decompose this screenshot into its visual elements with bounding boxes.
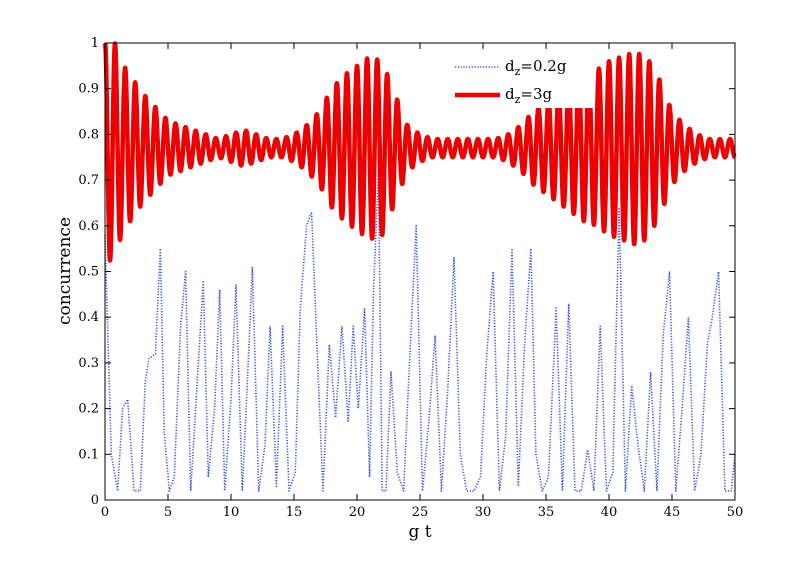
y-tick-label: 0.9 — [78, 82, 99, 97]
x-axis-label: g t — [408, 522, 431, 542]
y-tick-label: 1 — [91, 36, 99, 51]
y-tick-label: 0.5 — [78, 265, 99, 280]
y-tick-label: 0 — [91, 493, 99, 508]
x-tick-label: 25 — [412, 505, 429, 520]
y-tick-label: 0.2 — [78, 402, 99, 417]
y-tick-label: 0.8 — [78, 127, 99, 142]
y-axis-label: concurrence — [55, 217, 75, 325]
legend-label-dz-0-2g: dz=0.2g — [505, 57, 567, 78]
x-tick-label: 50 — [727, 505, 744, 520]
x-tick-label: 0 — [101, 505, 109, 520]
series-layer — [102, 41, 737, 492]
x-tick-label: 45 — [664, 505, 681, 520]
y-tick-label: 0.4 — [78, 310, 99, 325]
legend: dz=0.2g dz=3g — [445, 50, 595, 108]
series-line-dz-0-2g — [104, 170, 736, 492]
x-tick-label: 40 — [601, 505, 618, 520]
legend-label-dz-3g: dz=3g — [505, 85, 553, 106]
tick-layer: 0 5 10 15 20 25 30 35 40 45 50 0 0.1 0.2 0.3 0.4 0.5 0.6 0… — [78, 36, 743, 520]
x-tick-label: 30 — [475, 505, 492, 520]
series-line-dz-3g — [102, 41, 737, 263]
y-tick-label: 0.7 — [78, 173, 99, 188]
y-tick-label: 0.1 — [78, 447, 99, 462]
x-tick-label: 35 — [538, 505, 555, 520]
legend-box — [445, 50, 595, 108]
y-tick-label: 0.3 — [78, 356, 99, 371]
y-tick-label: 0.6 — [78, 219, 99, 234]
x-tick-label: 5 — [164, 505, 172, 520]
x-tick-label: 10 — [223, 505, 240, 520]
x-tick-label: 20 — [349, 505, 366, 520]
x-tick-label: 15 — [286, 505, 303, 520]
